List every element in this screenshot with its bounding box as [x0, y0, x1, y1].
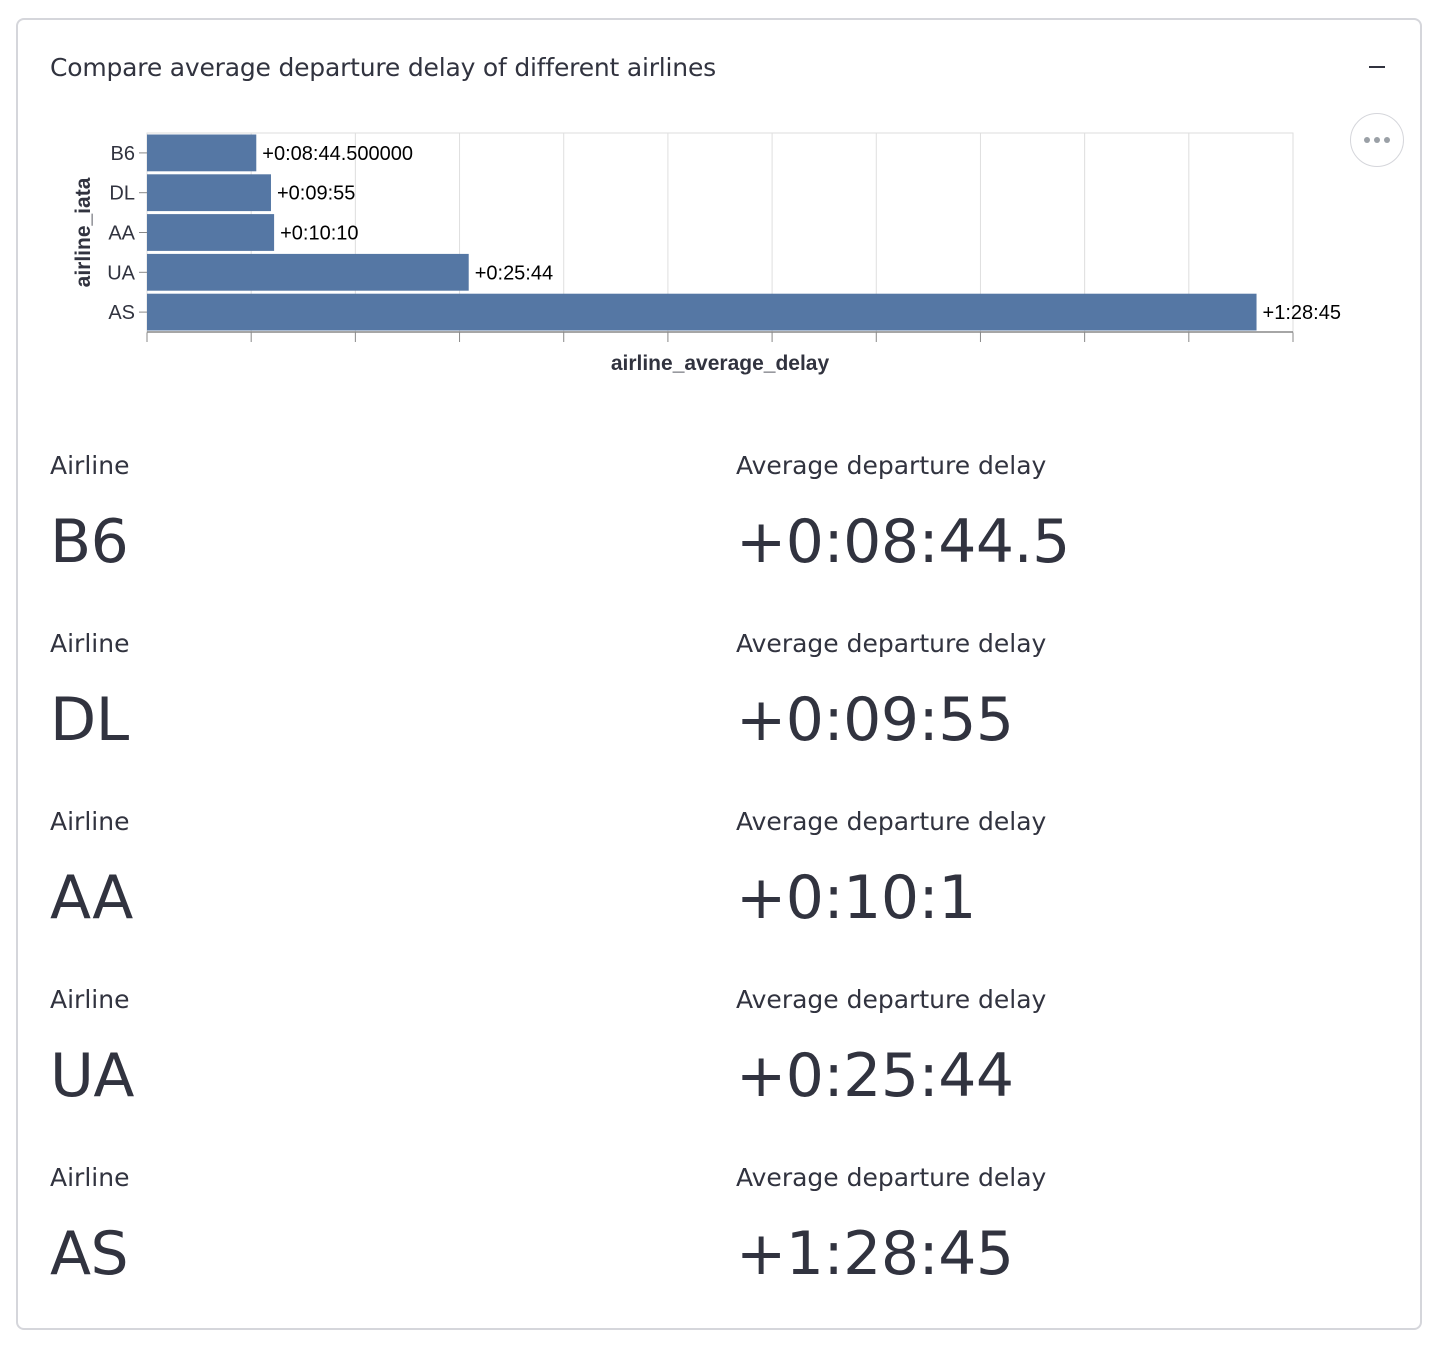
- data-label: +1:28:45: [1263, 302, 1341, 324]
- card-title: Compare average departure delay of diffe…: [50, 53, 716, 82]
- metric-value: DL: [50, 685, 129, 755]
- metric-delay: Average departure delay +1:28:45: [736, 1162, 1376, 1290]
- metric-airline: Airline B6: [50, 450, 690, 578]
- bar: [147, 253, 469, 291]
- metric-delay: Average departure delay +0:09:55: [736, 628, 1376, 756]
- metric-value: UA: [50, 1041, 134, 1111]
- expander-card: Compare average departure delay of diffe…: [16, 18, 1422, 1330]
- metric-label: Airline: [50, 985, 130, 1014]
- bar: [147, 174, 271, 212]
- metric-airline: Airline AS: [50, 1162, 690, 1290]
- metric-value: AS: [50, 1219, 129, 1289]
- metric-delay: Average departure delay +0:10:1: [736, 806, 1376, 934]
- y-axis-title: airline_iata: [72, 177, 95, 287]
- metric-value: +0:09:55: [736, 685, 1014, 755]
- y-tick-label: UA: [107, 262, 135, 284]
- metric-label: Average departure delay: [736, 807, 1047, 836]
- metric-value: +0:08:44.5: [736, 507, 1070, 577]
- metric-label: Average departure delay: [736, 451, 1047, 480]
- metric-airline: Airline UA: [50, 984, 690, 1112]
- minus-icon: [1369, 66, 1385, 68]
- more-horizontal-icon: [1364, 137, 1370, 143]
- delay-bar-chart: B6 +0:08:44.500000 DL +0:09:55 AA +0:10:10 UA +…: [48, 110, 1348, 400]
- metric-value: +0:25:44: [736, 1041, 1014, 1111]
- metric-delay: Average departure delay +0:08:44.5: [736, 450, 1376, 578]
- metric-value: +0:10:1: [736, 863, 976, 933]
- data-label: +0:09:55: [277, 183, 355, 205]
- collapse-button[interactable]: [1362, 50, 1392, 84]
- metric-value: +1:28:45: [736, 1219, 1014, 1289]
- y-tick-label: AA: [108, 223, 135, 245]
- chart-menu-button[interactable]: [1350, 113, 1404, 167]
- y-tick-label: AS: [108, 302, 135, 324]
- bar: [147, 293, 1257, 331]
- metric-label: Average departure delay: [736, 1163, 1047, 1192]
- chart-svg: B6 +0:08:44.500000 DL +0:09:55 AA +0:10:10 UA +…: [72, 132, 1341, 375]
- metric-label: Airline: [50, 807, 130, 836]
- metric-airline: Airline DL: [50, 628, 690, 756]
- data-label: +0:25:44: [475, 262, 553, 284]
- bar: [147, 134, 257, 172]
- y-tick-label: B6: [111, 143, 135, 165]
- metric-value: AA: [50, 863, 133, 933]
- metric-label: Airline: [50, 1163, 130, 1192]
- metric-delay: Average departure delay +0:25:44: [736, 984, 1376, 1112]
- metric-label: Average departure delay: [736, 985, 1047, 1014]
- metric-label: Airline: [50, 629, 130, 658]
- y-tick-label: DL: [109, 183, 135, 205]
- metric-label: Average departure delay: [736, 629, 1047, 658]
- x-axis-title: airline_average_delay: [611, 352, 830, 375]
- bar: [147, 214, 275, 251]
- data-label: +0:08:44.500000: [262, 143, 413, 165]
- metric-label: Airline: [50, 451, 130, 480]
- metric-airline: Airline AA: [50, 806, 690, 934]
- data-label: +0:10:10: [280, 223, 358, 245]
- metric-value: B6: [50, 507, 129, 577]
